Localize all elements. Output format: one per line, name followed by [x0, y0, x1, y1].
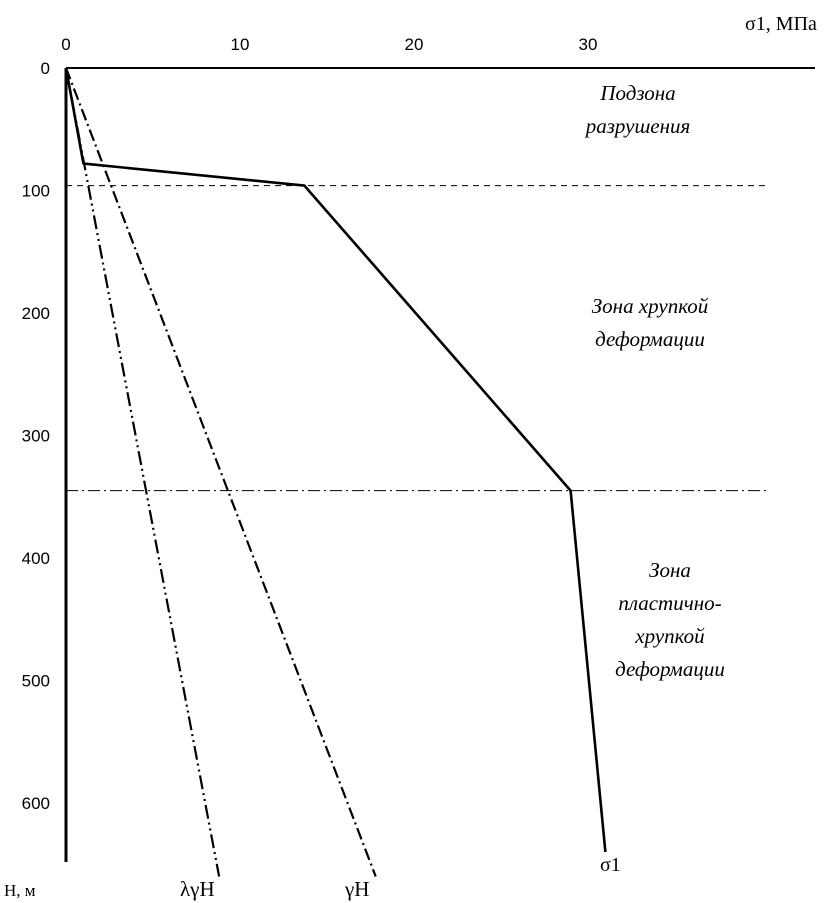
svg-text:хрупкой: хрупкой	[634, 624, 705, 648]
svg-text:разрушения: разрушения	[584, 114, 691, 138]
y-tick-label: 400	[22, 549, 50, 568]
y-tick-label: 200	[22, 304, 50, 323]
series-lambda-gamma-h-line	[64, 67, 221, 877]
x-tick-label: 10	[231, 35, 250, 54]
y-tick-labels: 0 100 200 300 400 500 600	[22, 59, 50, 813]
series-lines	[64, 67, 607, 877]
y-tick-label: 300	[22, 427, 50, 446]
series-labels: σ1 λγH γH	[180, 854, 621, 901]
x-tick-label: 20	[405, 35, 424, 54]
y-tick-label: 0	[41, 59, 50, 78]
series-label-gamma-h: γH	[344, 877, 369, 901]
zone-label-plastic-brittle-deformation: Зона пластично- хрупкой деформации	[615, 558, 725, 681]
svg-text:пластично-: пластично-	[618, 591, 721, 615]
x-tick-label: 0	[61, 35, 70, 54]
svg-text:деформации: деформации	[615, 657, 725, 681]
zone-boundaries	[66, 185, 768, 492]
svg-text:деформации: деформации	[595, 327, 705, 351]
y-tick-label: 500	[22, 672, 50, 691]
series-gamma-h-line	[64, 67, 377, 877]
x-axis-label: σ1, МПа	[745, 13, 817, 35]
svg-text:Зона: Зона	[649, 558, 691, 582]
y-tick-label: 100	[22, 182, 50, 201]
y-axis-label: Н, м	[4, 881, 36, 900]
y-tick-label: 600	[22, 794, 50, 813]
zone-label-brittle-deformation: Зона хрупкой деформации	[592, 294, 709, 351]
zone-label-fracture-subzone: Подзона разрушения	[584, 81, 691, 138]
x-tick-label: 30	[579, 35, 598, 54]
series-label-lambda-gamma-h: λγH	[180, 877, 215, 901]
svg-text:Зона хрупкой: Зона хрупкой	[592, 294, 709, 318]
svg-text:Подзона: Подзона	[599, 81, 675, 105]
series-label-sigma1: σ1	[600, 854, 621, 876]
x-tick-labels: 0 10 20 30	[61, 35, 597, 54]
